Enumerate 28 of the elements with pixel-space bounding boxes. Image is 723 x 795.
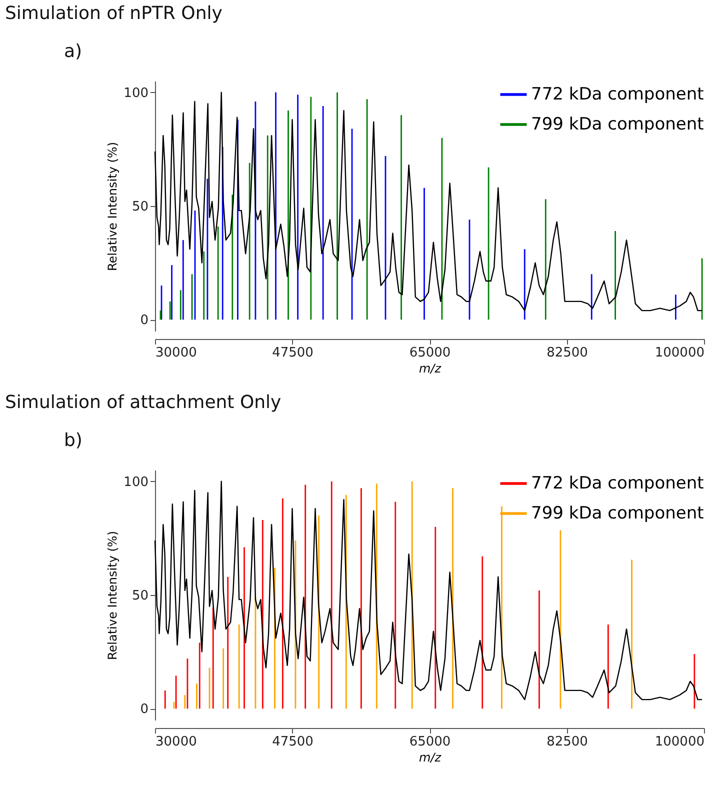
y-tick-label: 100: [124, 86, 148, 101]
x-tick-label: 82500: [546, 346, 588, 360]
x-tick-label: 65000: [409, 346, 451, 360]
chart-title: Simulation of attachment Only: [5, 392, 282, 413]
text: a): [64, 41, 82, 62]
x-tick-label: 65000: [409, 734, 451, 750]
text: b): [64, 430, 82, 451]
x-tick-label: 100000: [654, 346, 704, 360]
x-tick-label: 30000: [156, 346, 197, 360]
y-tick-label: 100: [124, 474, 148, 490]
legend-label: 772 kDa component: [531, 84, 704, 104]
y-tick-label: 50: [132, 200, 148, 214]
x-axis-title: m/z: [418, 750, 442, 764]
y-axis-title: Relative Intensity (%): [106, 530, 120, 660]
x-tick-label: 30000: [156, 734, 197, 750]
legend-label: 772 kDa component: [531, 474, 704, 494]
legend-label: 799 kDa component: [531, 504, 704, 524]
y-axis-title: Relative Intensity (%): [106, 142, 120, 272]
y-tick-label: 50: [132, 588, 148, 604]
chart-title: Simulation of nPTR Only: [5, 3, 223, 24]
x-tick-label: 100000: [654, 734, 704, 750]
x-axis-title: m/z: [418, 362, 442, 376]
x-tick-label: 47500: [272, 734, 314, 750]
x-tick-label: 47500: [272, 346, 314, 360]
y-tick-label: 0: [140, 313, 148, 328]
legend-label: 799 kDa component: [531, 114, 704, 134]
y-tick-label: 0: [140, 702, 148, 718]
x-tick-label: 82500: [546, 734, 588, 750]
